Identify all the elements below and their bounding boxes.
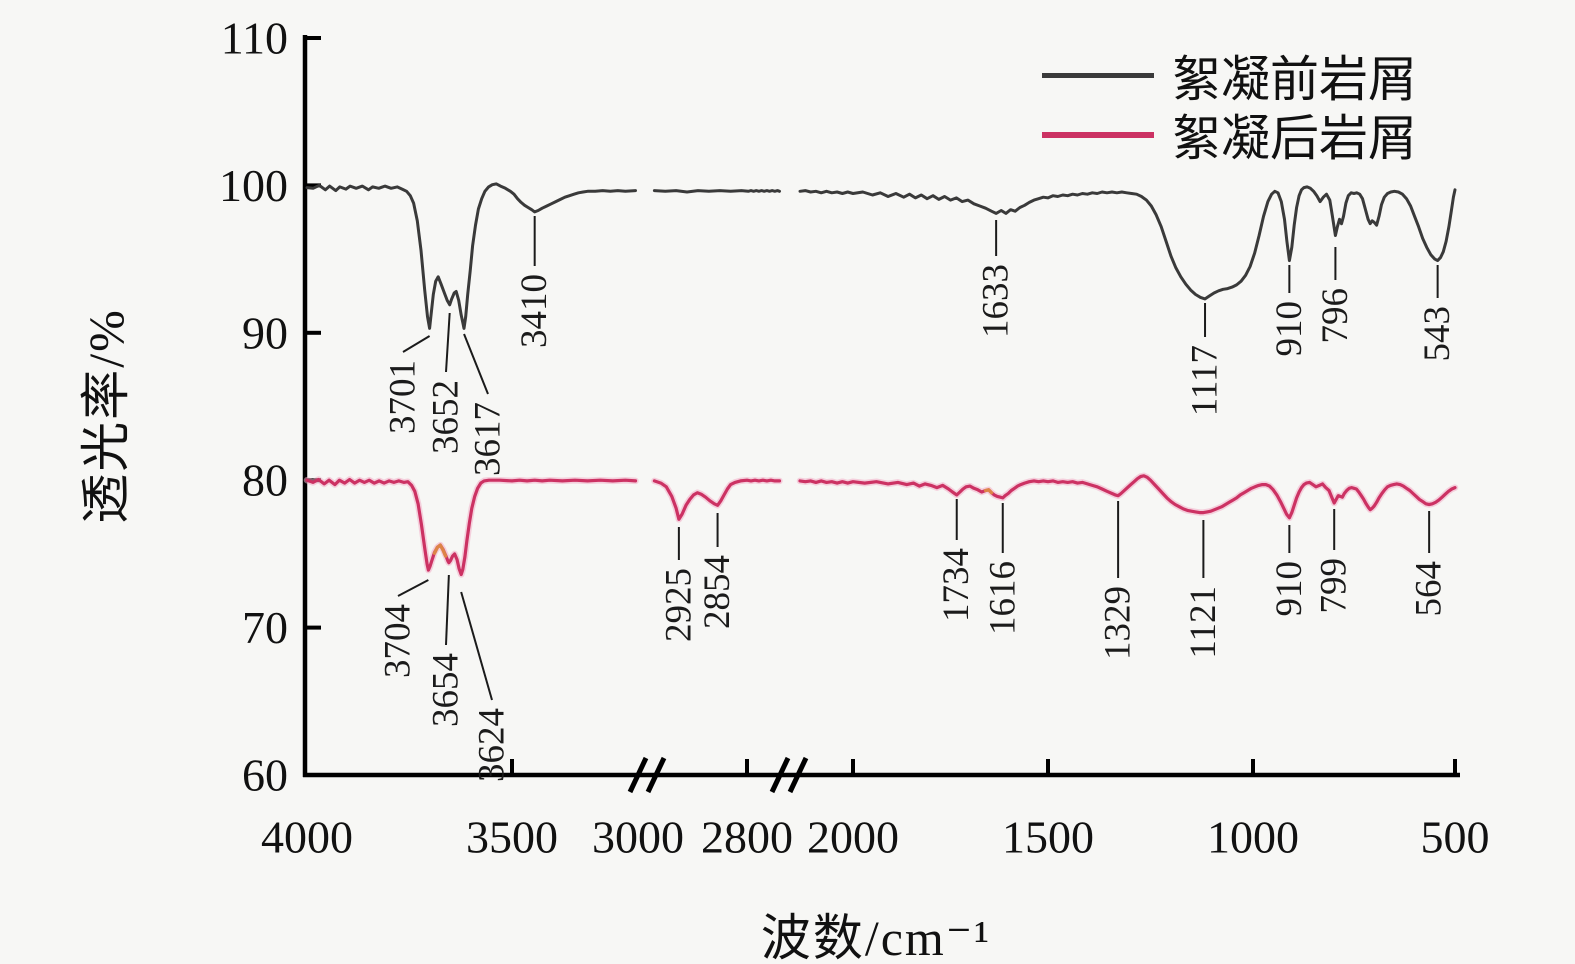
peak-label-after: 3704: [378, 604, 419, 678]
after-curve-halo: [303, 476, 639, 578]
x-tick-label: 2800: [701, 812, 793, 863]
x-tick-label: 1000: [1207, 812, 1299, 863]
legend-label-before: 絮凝前岩屑: [1172, 52, 1418, 107]
x-tick-label: 1500: [1002, 812, 1094, 863]
peak-label-after: 1329: [1098, 586, 1139, 660]
peak-leader-line: [445, 312, 451, 373]
legend-item-before: 絮凝前岩屑: [1042, 46, 1417, 107]
axis-break-slash: [769, 756, 791, 794]
y-tick-label: 90: [242, 307, 288, 358]
x-tick-label: 500: [1421, 812, 1490, 863]
peak-label-after: 3654: [426, 653, 467, 727]
peak-label-before: 1633: [976, 264, 1017, 338]
legend-item-after: 絮凝后岩屑: [1042, 105, 1417, 166]
peak-leader-line: [463, 333, 489, 395]
y-tick-label: 70: [242, 602, 288, 653]
peak-label-after: 1616: [982, 561, 1023, 635]
peak-label-before: 3652: [426, 380, 467, 454]
peak-label-before: 3410: [514, 274, 555, 348]
peak-label-after: 2854: [697, 555, 738, 629]
y-tick-label: 60: [242, 750, 288, 801]
legend-line-after: [1042, 131, 1154, 138]
x-tick-label: 3500: [466, 812, 558, 863]
y-tick-label: 110: [221, 13, 288, 64]
after-flocculation-curve: [798, 474, 1457, 520]
before-flocculation-curve: [798, 185, 1457, 301]
y-axis-title: 透光率/%: [78, 308, 134, 524]
accent-orange-curve: [432, 543, 448, 558]
y-tick-label: 80: [242, 455, 288, 506]
peak-label-before: 910: [1269, 301, 1310, 357]
y-tick-label: 100: [219, 160, 288, 211]
before-flocculation-curve: [652, 189, 781, 194]
peak-label-after: 1734: [936, 548, 977, 622]
peak-leader-line: [445, 574, 450, 646]
peak-label-after: 799: [1314, 558, 1355, 614]
peak-label-before: 543: [1417, 306, 1458, 362]
peak-leader-line: [397, 579, 429, 597]
legend: 絮凝前岩屑 絮凝后岩屑: [1042, 46, 1417, 166]
peak-label-before: 3617: [468, 402, 509, 476]
axis-break-slash: [787, 756, 809, 794]
x-tick-label: 3000: [592, 812, 684, 863]
before-flocculation-curve: [305, 182, 637, 330]
peak-label-before: 1117: [1185, 345, 1226, 416]
axis-break-slash: [627, 756, 649, 794]
after-flocculation-curve: [652, 478, 782, 521]
x-tick-label: 2000: [807, 812, 899, 863]
legend-label-after: 絮凝后岩屑: [1172, 111, 1418, 166]
x-tick-label: 4000: [261, 812, 353, 863]
accent-orange-curve: [983, 488, 994, 495]
peak-leader-line: [460, 591, 493, 701]
x-axis-title: 波数/cm⁻¹: [760, 910, 992, 964]
peak-label-before: 3701: [383, 360, 424, 434]
peak-leader-line: [402, 335, 431, 353]
peak-label-after: 3624: [472, 708, 513, 782]
peak-label-after: 564: [1409, 561, 1450, 617]
peak-label-after: 2925: [658, 568, 699, 642]
peak-label-after: 910: [1269, 561, 1310, 617]
legend-line-before: [1042, 73, 1154, 78]
peak-label-before: 796: [1315, 288, 1356, 344]
axis-break-slash: [645, 756, 667, 794]
peak-label-after: 1121: [1183, 586, 1224, 659]
